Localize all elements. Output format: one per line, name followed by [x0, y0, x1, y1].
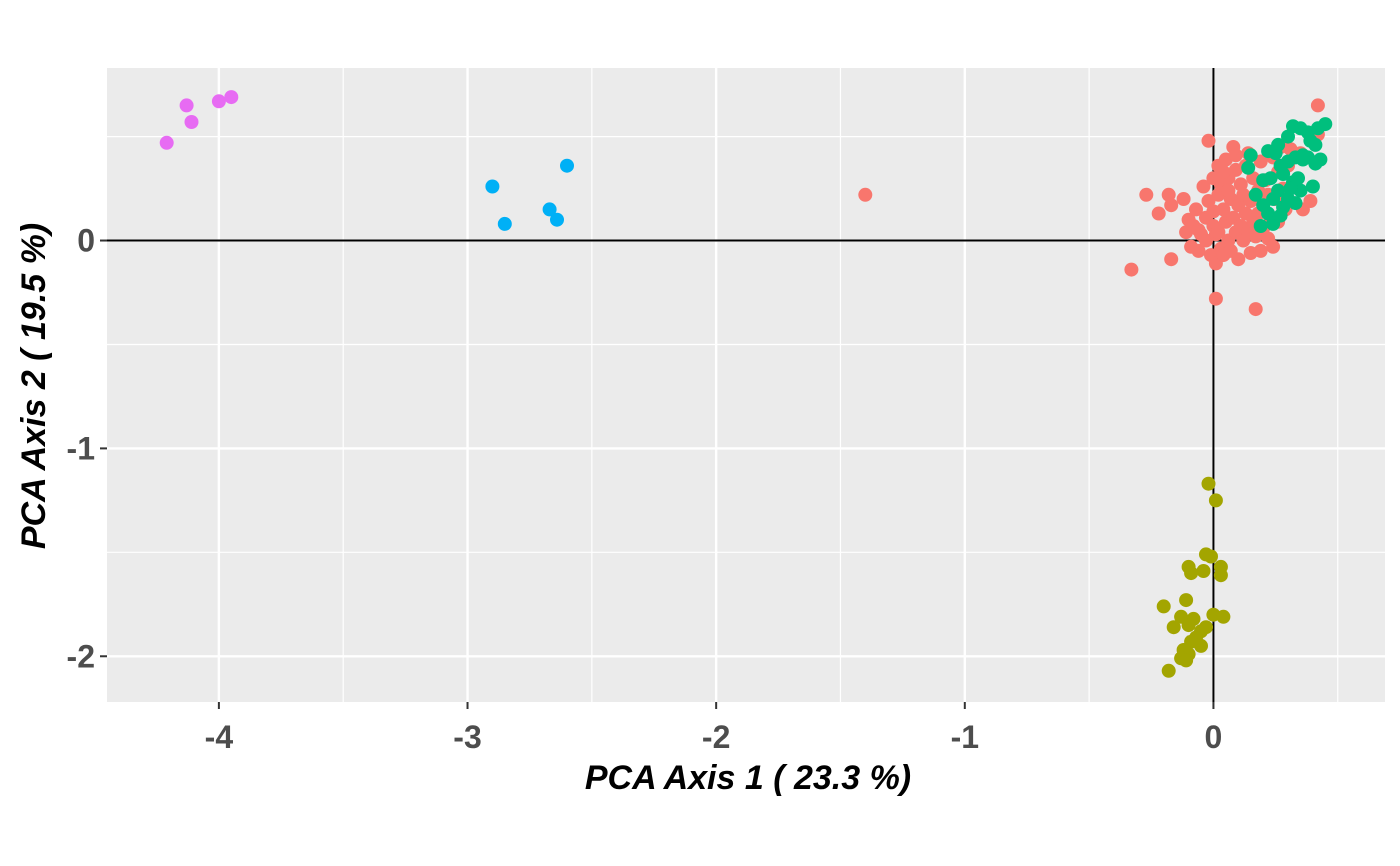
data-point	[1318, 117, 1333, 132]
y-tick-label: 0	[77, 223, 95, 259]
data-point	[1281, 129, 1295, 144]
data-point	[1253, 243, 1268, 258]
data-point	[1201, 476, 1216, 491]
data-point	[1191, 243, 1206, 258]
x-axis-title: PCA Axis 1 ( 23.3 %)	[585, 759, 911, 797]
data-point	[1305, 179, 1320, 194]
data-point	[211, 94, 226, 109]
y-tick-label: -1	[67, 430, 95, 466]
data-point	[1283, 181, 1298, 196]
data-point	[1248, 302, 1263, 317]
x-tick-label: -2	[702, 719, 730, 755]
data-point	[1164, 252, 1179, 267]
data-point	[1266, 239, 1281, 254]
x-tick-label: -4	[205, 719, 234, 755]
data-point	[542, 202, 557, 217]
data-point	[159, 135, 174, 150]
data-point	[1273, 208, 1288, 223]
data-point	[1271, 183, 1286, 198]
data-point	[1253, 154, 1268, 169]
data-point	[1184, 566, 1199, 581]
y-axis-ticks: -2 -1 0	[67, 223, 107, 674]
data-point	[179, 98, 194, 113]
data-point	[560, 158, 574, 173]
x-tick-label: 0	[1205, 719, 1223, 755]
data-point	[1231, 252, 1246, 267]
data-point	[1241, 160, 1256, 175]
y-tick-label: -2	[67, 638, 95, 674]
data-point	[1194, 638, 1208, 653]
data-point	[1295, 152, 1310, 167]
x-axis-ticks: -4 -3 -2 -1 0	[205, 702, 1223, 755]
data-point	[224, 90, 239, 105]
data-point	[1196, 564, 1211, 578]
data-point	[184, 115, 199, 129]
data-point	[1166, 620, 1181, 635]
data-point	[1263, 171, 1278, 186]
data-point	[1261, 144, 1276, 159]
data-point	[1181, 618, 1196, 633]
data-point	[1216, 202, 1231, 217]
data-point	[550, 212, 564, 227]
data-point	[1151, 206, 1166, 221]
x-tick-label: -3	[453, 719, 481, 755]
data-point	[1243, 148, 1258, 163]
data-point	[1191, 223, 1206, 238]
data-point	[1208, 291, 1223, 306]
data-point	[1256, 198, 1271, 213]
data-point	[1179, 593, 1194, 608]
data-point	[1176, 192, 1191, 206]
data-point	[1139, 187, 1154, 202]
data-point	[858, 187, 873, 202]
data-point	[1248, 187, 1263, 202]
data-point	[1308, 137, 1323, 152]
data-point	[1271, 137, 1286, 152]
data-point	[1164, 198, 1179, 213]
data-point	[1228, 148, 1243, 163]
data-point	[1291, 171, 1305, 186]
y-axis-title: PCA Axis 2 ( 19.5 %)	[15, 223, 53, 549]
data-point	[1208, 493, 1223, 508]
plot-panel	[107, 68, 1385, 702]
data-point	[1216, 164, 1231, 179]
data-point	[1221, 183, 1236, 198]
data-point	[1156, 599, 1171, 614]
data-point	[497, 216, 512, 231]
data-point	[1124, 262, 1139, 277]
data-point	[1189, 202, 1203, 217]
minor-gridlines	[107, 68, 1385, 702]
data-point	[1179, 653, 1194, 668]
data-point	[1196, 179, 1211, 194]
x-tick-label: -1	[951, 719, 979, 755]
data-points	[159, 90, 1333, 678]
data-point	[1211, 225, 1226, 240]
data-point	[485, 179, 500, 194]
data-point	[1201, 133, 1216, 148]
data-point	[1204, 549, 1218, 564]
data-point	[1161, 663, 1176, 678]
data-point	[1310, 98, 1325, 113]
data-point	[1303, 194, 1318, 208]
data-point	[1276, 167, 1291, 181]
data-point	[1253, 219, 1268, 233]
data-point	[1216, 609, 1231, 624]
data-point	[1308, 156, 1323, 171]
data-point	[1213, 568, 1228, 583]
